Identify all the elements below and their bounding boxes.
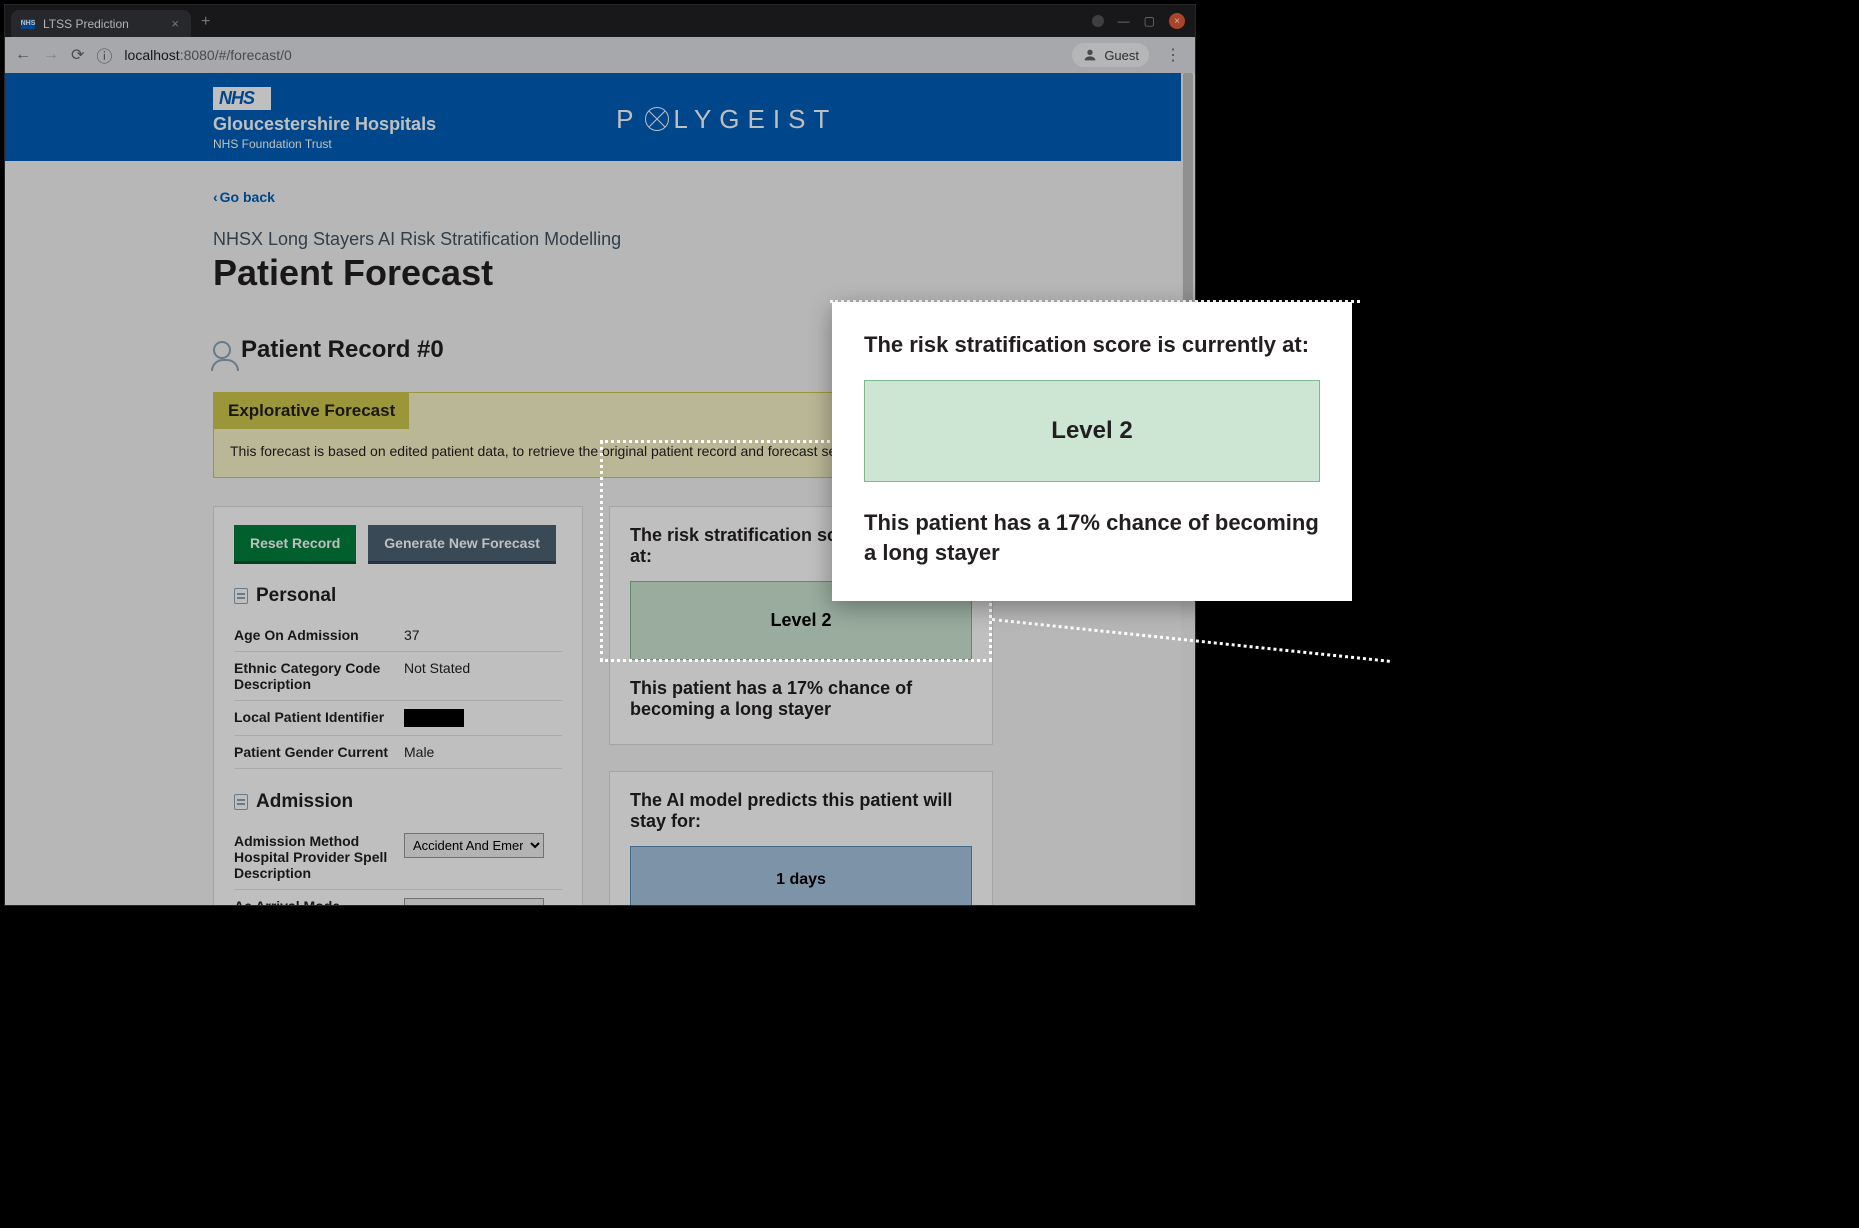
field-row: Patient Gender Current Male bbox=[234, 736, 562, 769]
titlebar: NHS LTSS Prediction × + — ▢ × bbox=[5, 5, 1195, 37]
field-label: Local Patient Identifier bbox=[234, 709, 404, 727]
arrival-mode-select[interactable]: Friend / Relative Drop bbox=[404, 898, 544, 905]
callout-level-box: Level 2 bbox=[864, 380, 1320, 482]
nav-back-icon[interactable]: ← bbox=[15, 46, 31, 64]
profile-label: Guest bbox=[1104, 48, 1139, 63]
record-heading-text: Patient Record #0 bbox=[241, 336, 444, 364]
nav-forward-icon[interactable]: → bbox=[43, 46, 59, 64]
field-row: Ethnic Category Code Description Not Sta… bbox=[234, 652, 562, 701]
brand-logo: PLYGEIST bbox=[616, 104, 837, 135]
risk-callout: The risk stratification score is current… bbox=[832, 302, 1352, 601]
field-label: Ethnic Category Code Description bbox=[234, 660, 404, 692]
redacted-value bbox=[404, 709, 464, 727]
browser-menu-icon[interactable]: ⋮ bbox=[1161, 45, 1185, 65]
nhs-logo-block: NHS Gloucestershire Hospitals NHS Founda… bbox=[213, 87, 436, 151]
field-value: 37 bbox=[404, 627, 420, 643]
admission-method-select[interactable]: Accident And Emergency bbox=[404, 833, 544, 858]
browser-tab[interactable]: NHS LTSS Prediction × bbox=[11, 10, 191, 37]
profile-chip[interactable]: Guest bbox=[1072, 43, 1149, 67]
field-row: Ae Arrival Mode Friend / Relative Drop bbox=[234, 890, 562, 905]
nav-reload-icon[interactable]: ⟳ bbox=[71, 45, 84, 65]
page-title: Patient Forecast bbox=[213, 252, 993, 294]
window-maximize-icon[interactable]: ▢ bbox=[1144, 14, 1155, 28]
window-minimize-dash[interactable]: — bbox=[1118, 14, 1130, 28]
reset-record-button[interactable]: Reset Record bbox=[234, 525, 356, 561]
personal-section-heading: Personal bbox=[234, 585, 562, 607]
chevron-left-icon: ‹ bbox=[213, 189, 218, 205]
field-label: Admission Method Hospital Provider Spell… bbox=[234, 833, 404, 881]
trust-subtitle: NHS Foundation Trust bbox=[213, 137, 436, 151]
site-header: NHS Gloucestershire Hospitals NHS Founda… bbox=[5, 73, 1195, 161]
input-card: Reset Record Generate New Forecast Perso… bbox=[213, 506, 583, 905]
site-info-icon[interactable]: ⓘ bbox=[96, 43, 112, 67]
url-display[interactable]: localhost:8080/#/forecast/0 bbox=[124, 47, 291, 63]
tab-close-icon[interactable]: × bbox=[171, 16, 179, 31]
url-host: localhost bbox=[124, 47, 179, 63]
go-back-label: Go back bbox=[220, 189, 275, 205]
admission-section-heading: Admission bbox=[234, 791, 562, 813]
address-bar: ← → ⟳ ⓘ localhost:8080/#/forecast/0 Gues… bbox=[5, 37, 1195, 73]
window-close-icon[interactable]: × bbox=[1169, 13, 1185, 29]
prediction-value-box: 1 days bbox=[630, 846, 972, 905]
field-row: Age On Admission 37 bbox=[234, 619, 562, 652]
personal-section-label: Personal bbox=[256, 585, 336, 607]
person-icon bbox=[1082, 47, 1098, 63]
document-icon bbox=[234, 588, 248, 604]
callout-title: The risk stratification score is current… bbox=[864, 332, 1320, 358]
nhs-logo: NHS bbox=[213, 87, 271, 110]
field-row: Local Patient Identifier bbox=[234, 701, 562, 736]
field-value: Male bbox=[404, 744, 434, 760]
url-path: :8080/#/forecast/0 bbox=[180, 47, 292, 63]
field-row: Admission Method Hospital Provider Spell… bbox=[234, 825, 562, 890]
page-subtitle: NHSX Long Stayers AI Risk Stratification… bbox=[213, 229, 993, 250]
risk-subtext: This patient has a 17% chance of becomin… bbox=[630, 678, 972, 720]
tab-title: LTSS Prediction bbox=[43, 17, 129, 31]
prediction-title: The AI model predicts this patient will … bbox=[630, 790, 972, 832]
generate-forecast-button[interactable]: Generate New Forecast bbox=[368, 525, 556, 561]
window-controls: — ▢ × bbox=[1092, 13, 1195, 37]
field-label: Ae Arrival Mode bbox=[234, 898, 404, 905]
prediction-card: The AI model predicts this patient will … bbox=[609, 771, 993, 905]
document-icon bbox=[234, 794, 248, 810]
go-back-link[interactable]: ‹Go back bbox=[213, 189, 275, 205]
field-label: Patient Gender Current bbox=[234, 744, 404, 760]
field-value: Not Stated bbox=[404, 660, 470, 692]
brand-o-icon bbox=[645, 107, 669, 131]
tab-favicon: NHS bbox=[21, 19, 35, 29]
callout-subtext: This patient has a 17% chance of becomin… bbox=[864, 508, 1320, 567]
trust-name: Gloucestershire Hospitals bbox=[213, 114, 436, 135]
field-label: Age On Admission bbox=[234, 627, 404, 643]
window-minimize-icon[interactable] bbox=[1092, 15, 1104, 27]
new-tab-button[interactable]: + bbox=[191, 13, 220, 37]
person-icon bbox=[213, 341, 231, 359]
admission-section-label: Admission bbox=[256, 791, 353, 813]
banner-title: Explorative Forecast bbox=[214, 393, 409, 429]
